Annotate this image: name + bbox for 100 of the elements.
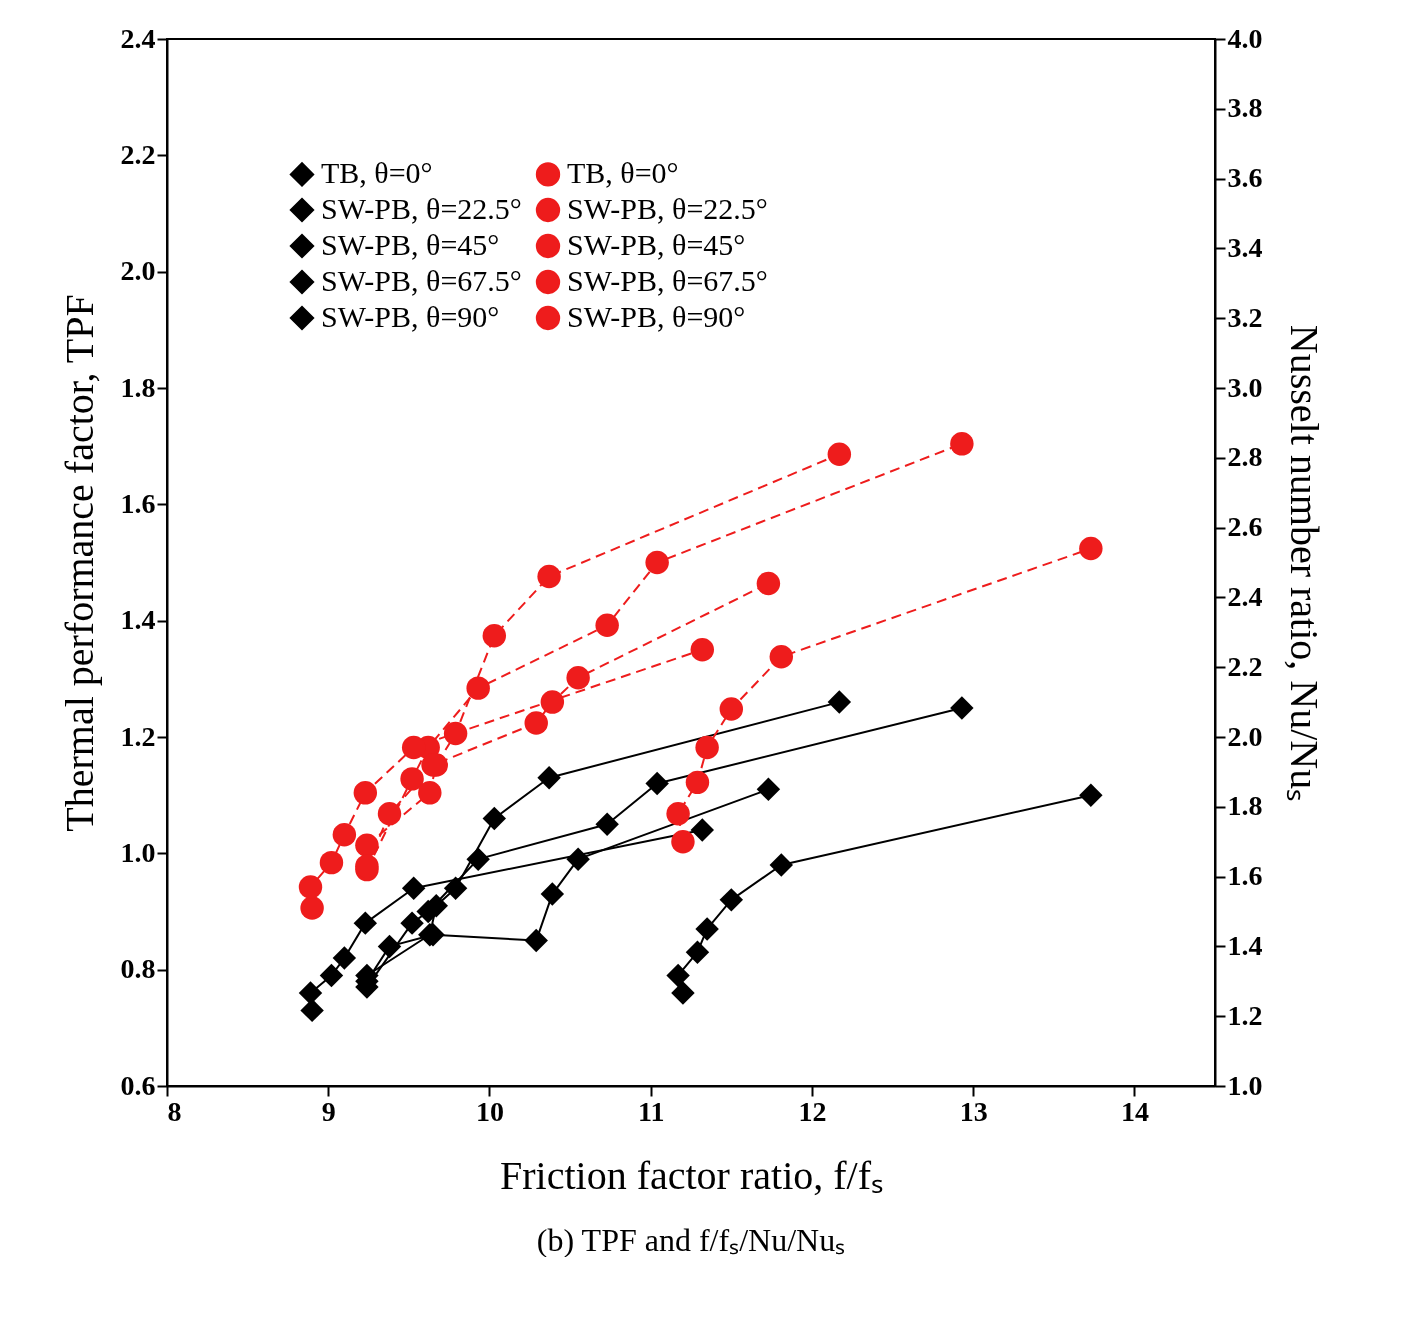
x-tick-label: 10	[475, 1095, 504, 1127]
point	[1079, 536, 1103, 561]
y2-tick-label: 2.0	[1227, 720, 1263, 752]
legend-label: TB, θ=0°	[321, 156, 433, 190]
point	[645, 771, 669, 796]
y-tick-label: 0.8	[120, 953, 156, 985]
y2-tick-label: 3.8	[1227, 92, 1263, 124]
point	[690, 638, 715, 662]
point	[540, 690, 565, 714]
point	[298, 875, 323, 899]
point	[1079, 783, 1103, 807]
point	[466, 847, 490, 871]
legend-label: SW-PB, θ=45°	[321, 228, 500, 261]
y2-tick-label: 1.0	[1227, 1069, 1263, 1101]
point	[566, 847, 590, 871]
point	[353, 911, 378, 935]
y2-tick-label: 1.2	[1227, 999, 1263, 1031]
y-tick-label: 2.2	[120, 138, 156, 170]
y2-tick-label: 2.2	[1227, 650, 1263, 682]
point	[524, 711, 548, 735]
point	[769, 853, 794, 877]
y-axis-title: Thermal performance factor, TPF	[56, 294, 102, 832]
point	[300, 896, 324, 920]
point	[685, 770, 710, 795]
point	[482, 624, 507, 648]
legend-label: SW-PB, θ=45°	[567, 228, 746, 261]
point	[595, 613, 619, 638]
point	[400, 767, 424, 791]
point	[685, 940, 710, 964]
legend-label: SW-PB, θ=22.5°	[321, 192, 522, 225]
point	[695, 735, 719, 760]
y-tick-label: 0.6	[120, 1069, 156, 1101]
legend-label: SW-PB, θ=90°	[321, 300, 500, 333]
y-tick-label: 2.4	[120, 22, 156, 54]
point	[300, 998, 324, 1023]
point	[719, 697, 744, 721]
point	[671, 981, 695, 1005]
y-tick-label: 1.4	[120, 604, 156, 636]
y2-tick-label: 2.6	[1227, 511, 1263, 543]
point	[645, 550, 669, 575]
y-tick-label: 1.6	[120, 487, 156, 519]
point	[537, 765, 561, 790]
legend-label: SW-PB, θ=67.5°	[321, 264, 522, 297]
point	[524, 928, 548, 953]
y2-tick-label: 2.4	[1227, 580, 1263, 612]
point	[827, 690, 852, 714]
point	[595, 812, 619, 836]
point	[298, 981, 323, 1005]
y2-tick-label: 4.0	[1227, 22, 1263, 54]
y-tick-label: 1.2	[120, 720, 156, 752]
point	[719, 888, 744, 912]
point	[671, 830, 695, 854]
point	[332, 823, 357, 847]
y-tick-label: 1.0	[120, 836, 156, 868]
point	[695, 917, 719, 941]
y-tick-label: 2.0	[120, 255, 156, 287]
point	[418, 781, 442, 805]
point	[443, 721, 468, 746]
point	[950, 432, 974, 456]
point	[540, 882, 565, 906]
y2-tick-label: 1.4	[1227, 929, 1263, 961]
y2-axis-title: Nusselt number ratio, Nu/Nuₛ	[1281, 324, 1327, 802]
point	[666, 802, 690, 826]
point	[756, 777, 781, 802]
point	[482, 806, 507, 831]
x-tick-label: 13	[959, 1095, 988, 1127]
point	[666, 963, 690, 988]
y2-tick-label: 1.6	[1227, 860, 1263, 892]
y2-tick-label: 3.0	[1227, 371, 1263, 403]
point	[566, 665, 590, 690]
point	[537, 564, 561, 589]
point	[466, 676, 490, 700]
point	[400, 911, 424, 935]
point	[769, 645, 794, 669]
point	[332, 946, 357, 970]
y-tick-label: 1.8	[120, 371, 156, 403]
point	[377, 934, 402, 959]
y2-tick-label: 3.4	[1227, 231, 1263, 263]
legend-label: SW-PB, θ=67.5°	[567, 264, 768, 297]
x-axis-title: Friction factor ratio, f/fₛ	[500, 1152, 883, 1198]
point	[355, 833, 379, 857]
x-tick-label: 12	[798, 1095, 827, 1127]
point	[401, 876, 426, 900]
point	[443, 876, 468, 900]
point	[756, 571, 781, 596]
x-tick-label: 11	[637, 1095, 665, 1127]
x-tick-label: 9	[321, 1095, 336, 1127]
y2-tick-label: 3.6	[1227, 162, 1263, 194]
x-tick-label: 14	[1120, 1095, 1149, 1127]
point	[950, 696, 974, 720]
text: (b) TPF and f/fₛ/Nu/Nuₛ	[536, 1222, 846, 1258]
x-tick-label: 8	[167, 1095, 182, 1127]
point	[319, 963, 344, 988]
point	[690, 818, 715, 842]
legend-label: TB, θ=0°	[567, 156, 679, 190]
y2-tick-label: 3.2	[1227, 301, 1263, 333]
point	[319, 850, 344, 875]
point	[353, 781, 378, 805]
point	[377, 802, 402, 826]
y2-tick-label: 1.8	[1227, 790, 1263, 822]
